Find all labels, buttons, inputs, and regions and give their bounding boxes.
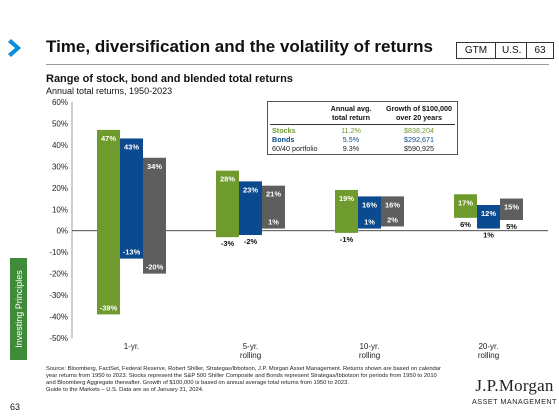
bar-stocks — [335, 189, 358, 233]
badge-gtm: GTM — [456, 42, 496, 59]
bar-max-label: 16% — [362, 200, 377, 209]
bar-min-label: 2% — [387, 215, 398, 224]
bar-max-label: 34% — [147, 162, 162, 171]
bar-min-label: 1% — [364, 218, 375, 227]
bar-60-40-portfolio — [262, 185, 285, 229]
y-tick-label: -10% — [49, 248, 68, 257]
table-cell-growth: $590,925 — [404, 144, 434, 153]
bar-min-label: -13% — [123, 248, 141, 257]
bar-min-label: 1% — [483, 231, 494, 240]
table-cell-name: Bonds — [272, 135, 295, 144]
title-divider — [46, 64, 549, 65]
table-header-growth: Growth of $100,000 over 20 years — [386, 104, 452, 122]
y-tick-label: 0% — [56, 227, 68, 236]
bar-stocks — [97, 129, 120, 315]
bar-min-label: 5% — [506, 222, 517, 231]
y-tick-label: 30% — [52, 162, 68, 171]
x-tick-label: 10-yr. — [359, 342, 379, 351]
bar-max-label: 43% — [124, 142, 139, 151]
page-number: 63 — [10, 402, 21, 412]
y-tick-label: -50% — [49, 334, 68, 343]
x-tick-label: rolling — [359, 351, 380, 360]
chevron-right-icon — [8, 39, 21, 57]
bar-min-label: -3% — [221, 239, 235, 248]
bar-bonds — [120, 138, 143, 259]
source-text: Source: Bloomberg, FactSet, Federal Rese… — [46, 366, 441, 386]
bar-min-label: 1% — [268, 218, 279, 227]
bar-max-label: 28% — [220, 175, 235, 184]
date-note: Guide to the Markets – U.S. Data are as … — [46, 387, 204, 393]
bar-max-label: 15% — [504, 203, 519, 212]
jpmorgan-logo: J.P.Morgan ASSET MANAGEMENT — [472, 376, 557, 406]
bar-max-label: 12% — [481, 209, 496, 218]
bar-60-40-portfolio — [500, 198, 523, 220]
bar-bonds — [477, 204, 500, 229]
bar-bonds — [358, 196, 381, 229]
bar-bonds — [239, 181, 262, 236]
table-cell-name: 60/40 portfolio — [272, 144, 318, 153]
table-divider — [270, 124, 455, 125]
bar-max-label: 17% — [458, 198, 473, 207]
y-tick-label: -20% — [49, 270, 68, 279]
side-tab: Investing Principles — [10, 258, 27, 360]
y-tick-label: 50% — [52, 119, 68, 128]
table-cell-avg: 5.5% — [342, 135, 360, 144]
table-cell-name: Stocks — [272, 126, 296, 135]
returns-table: Annual avg. total return Growth of $100,… — [267, 101, 458, 155]
logo-subtitle: ASSET MANAGEMENT — [472, 397, 557, 406]
x-tick-label: 20-yr. — [478, 342, 498, 351]
bar-min-label: -20% — [146, 263, 164, 272]
table-cell-growth: $292,671 — [404, 135, 434, 144]
bar-max-label: 23% — [243, 185, 258, 194]
table-cell-avg: 9.3% — [342, 144, 360, 153]
bar-max-label: 47% — [101, 134, 116, 143]
bar-stocks — [216, 170, 239, 238]
side-tab-label: Investing Principles — [13, 270, 24, 348]
logo-name: J.P.Morgan — [475, 376, 554, 395]
badge-region: U.S. — [496, 42, 527, 59]
bar-min-label: -39% — [100, 303, 118, 312]
table-cell-growth: $838,204 — [404, 126, 434, 135]
x-tick-label: 5-yr. — [243, 342, 259, 351]
y-tick-label: 60% — [52, 98, 68, 107]
bar-min-label: -1% — [340, 235, 354, 244]
y-tick-label: 20% — [52, 184, 68, 193]
y-tick-label: 40% — [52, 141, 68, 150]
page-title: Time, diversification and the volatility… — [46, 37, 433, 56]
table-cell-avg: 11.2% — [341, 126, 361, 135]
x-tick-label: rolling — [478, 351, 499, 360]
badge-page: 63 — [527, 42, 554, 59]
chart-title: Range of stock, bond and blended total r… — [46, 73, 293, 85]
x-tick-label: 1-yr. — [124, 342, 140, 351]
bar-min-label: -2% — [244, 237, 258, 246]
bar-60-40-portfolio — [381, 196, 404, 227]
chart-subtitle: Annual total returns, 1950-2023 — [46, 86, 173, 96]
bar-max-label: 16% — [385, 200, 400, 209]
bar-60-40-portfolio — [143, 157, 166, 274]
bar-max-label: 19% — [339, 194, 354, 203]
y-tick-label: 10% — [52, 205, 68, 214]
y-tick-label: -40% — [49, 313, 68, 322]
x-tick-label: rolling — [240, 351, 261, 360]
source-note: Source: Bloomberg, FactSet, Federal Rese… — [46, 366, 446, 394]
y-tick-label: -30% — [49, 291, 68, 300]
bar-max-label: 21% — [266, 190, 281, 199]
table-header-avg: Annual avg. total return — [330, 104, 372, 122]
badge-group: GTM U.S. 63 — [456, 42, 554, 59]
bar-stocks — [454, 194, 477, 218]
bar-min-label: 6% — [460, 220, 471, 229]
